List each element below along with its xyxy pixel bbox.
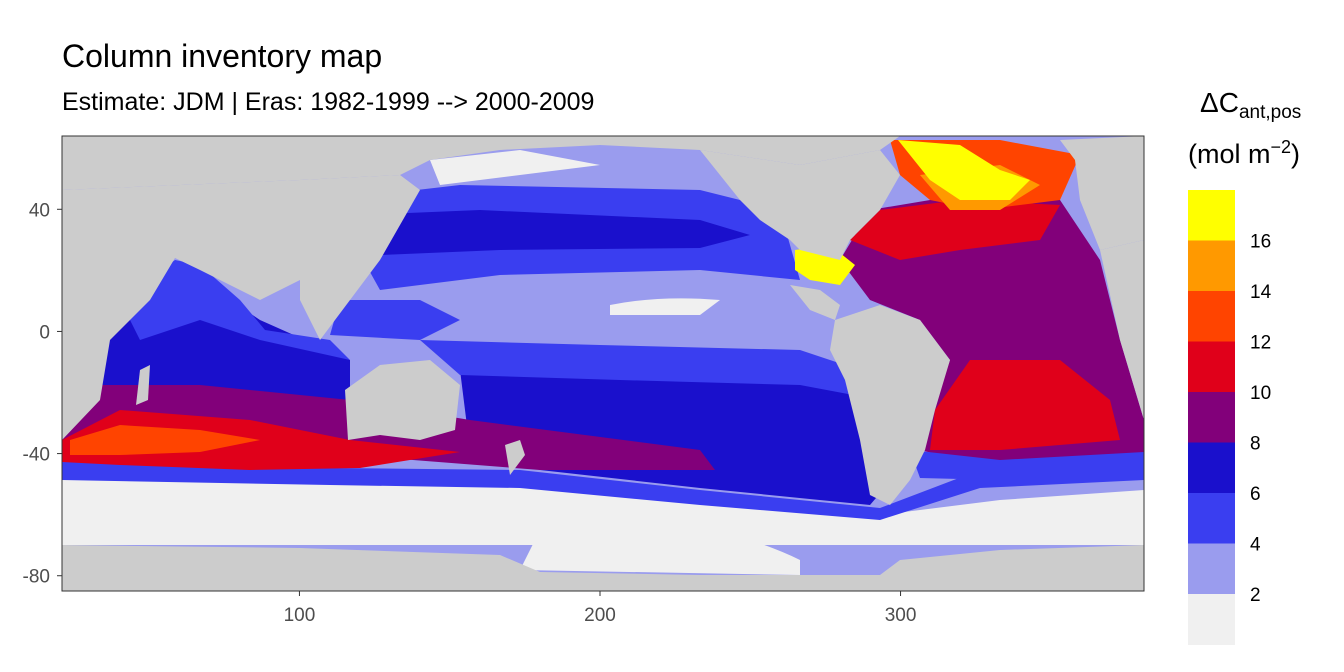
land-asia-east <box>300 175 420 340</box>
y-tick-label: -80 <box>23 567 50 588</box>
map-panel <box>62 136 1144 591</box>
land-north-america <box>700 150 900 260</box>
land-central-america <box>790 285 840 320</box>
legend-swatch <box>1188 240 1235 292</box>
equatorial-pacific-low <box>610 298 720 315</box>
land-madagascar <box>136 365 150 405</box>
land-australia <box>345 360 460 440</box>
legend-break-label: 2 <box>1250 585 1261 606</box>
land-eurasia-left <box>62 180 340 440</box>
land-africa-right <box>1100 240 1144 420</box>
chart-subtitle: Estimate: JDM | Eras: 1982-1999 --> 2000… <box>62 88 595 116</box>
legend-swatch <box>1188 190 1235 241</box>
chart-title: Column inventory map <box>62 38 383 74</box>
north-atlantic-10-12 <box>850 200 1060 260</box>
x-tick-label: 100 <box>284 605 316 626</box>
x-tick-label: 300 <box>885 605 917 626</box>
southern-ocean-low-band <box>62 470 1144 545</box>
south-pacific-6-8 <box>460 370 900 505</box>
legend-swatch <box>1188 392 1235 443</box>
legend-swatch <box>1188 493 1235 544</box>
south-atlantic-southern-band <box>910 450 1144 480</box>
legend-break-label: 12 <box>1250 333 1271 354</box>
y-tick-label: -40 <box>23 445 50 466</box>
subpolar-atlantic-16-18 <box>898 140 1030 200</box>
legend-swatch <box>1188 594 1235 645</box>
antarctic-white-region <box>520 514 800 575</box>
legend-break-label: 16 <box>1250 232 1271 253</box>
legend-swatch <box>1188 442 1235 494</box>
indian-ocean-12-14 <box>70 425 260 455</box>
x-tick-label: 200 <box>584 605 616 626</box>
legend: ΔCant,pos (mol m−2) 16 14 12 10 8 6 4 2 <box>1188 87 1301 645</box>
land-antarctica <box>62 545 1144 591</box>
north-pacific-6-8 <box>360 210 750 255</box>
indian-ocean-4-6 <box>120 260 350 360</box>
north-pacific-subpolar-low <box>430 150 600 185</box>
y-tick-label: 40 <box>29 200 50 221</box>
legend-break-label: 10 <box>1250 383 1271 404</box>
south-pacific-4-6 <box>420 340 880 400</box>
legend-unit: (mol m−2) <box>1188 137 1300 169</box>
land-arctic <box>62 136 900 190</box>
legend-break-label: 4 <box>1250 535 1261 556</box>
land-new-zealand <box>505 440 525 475</box>
land-masses <box>62 136 1144 591</box>
south-atlantic-10-12 <box>930 360 1120 450</box>
legend-break-label: 6 <box>1250 484 1261 505</box>
land-south-america <box>830 305 950 505</box>
legend-swatch <box>1188 291 1235 342</box>
western-pacific-4-6 <box>330 300 460 340</box>
panel-border <box>61 135 1145 592</box>
legend-swatch <box>1188 543 1235 595</box>
indian-ocean-10-12 <box>62 410 460 470</box>
legend-title: ΔCant,pos <box>1200 87 1301 123</box>
y-tick-label: 0 <box>39 322 50 343</box>
legend-break-label: 8 <box>1250 434 1261 455</box>
land-europe-right <box>1060 136 1144 250</box>
legend-break-label: 14 <box>1250 282 1272 303</box>
legend-swatch <box>1188 341 1235 393</box>
southern-band-4-6 <box>62 455 1144 520</box>
